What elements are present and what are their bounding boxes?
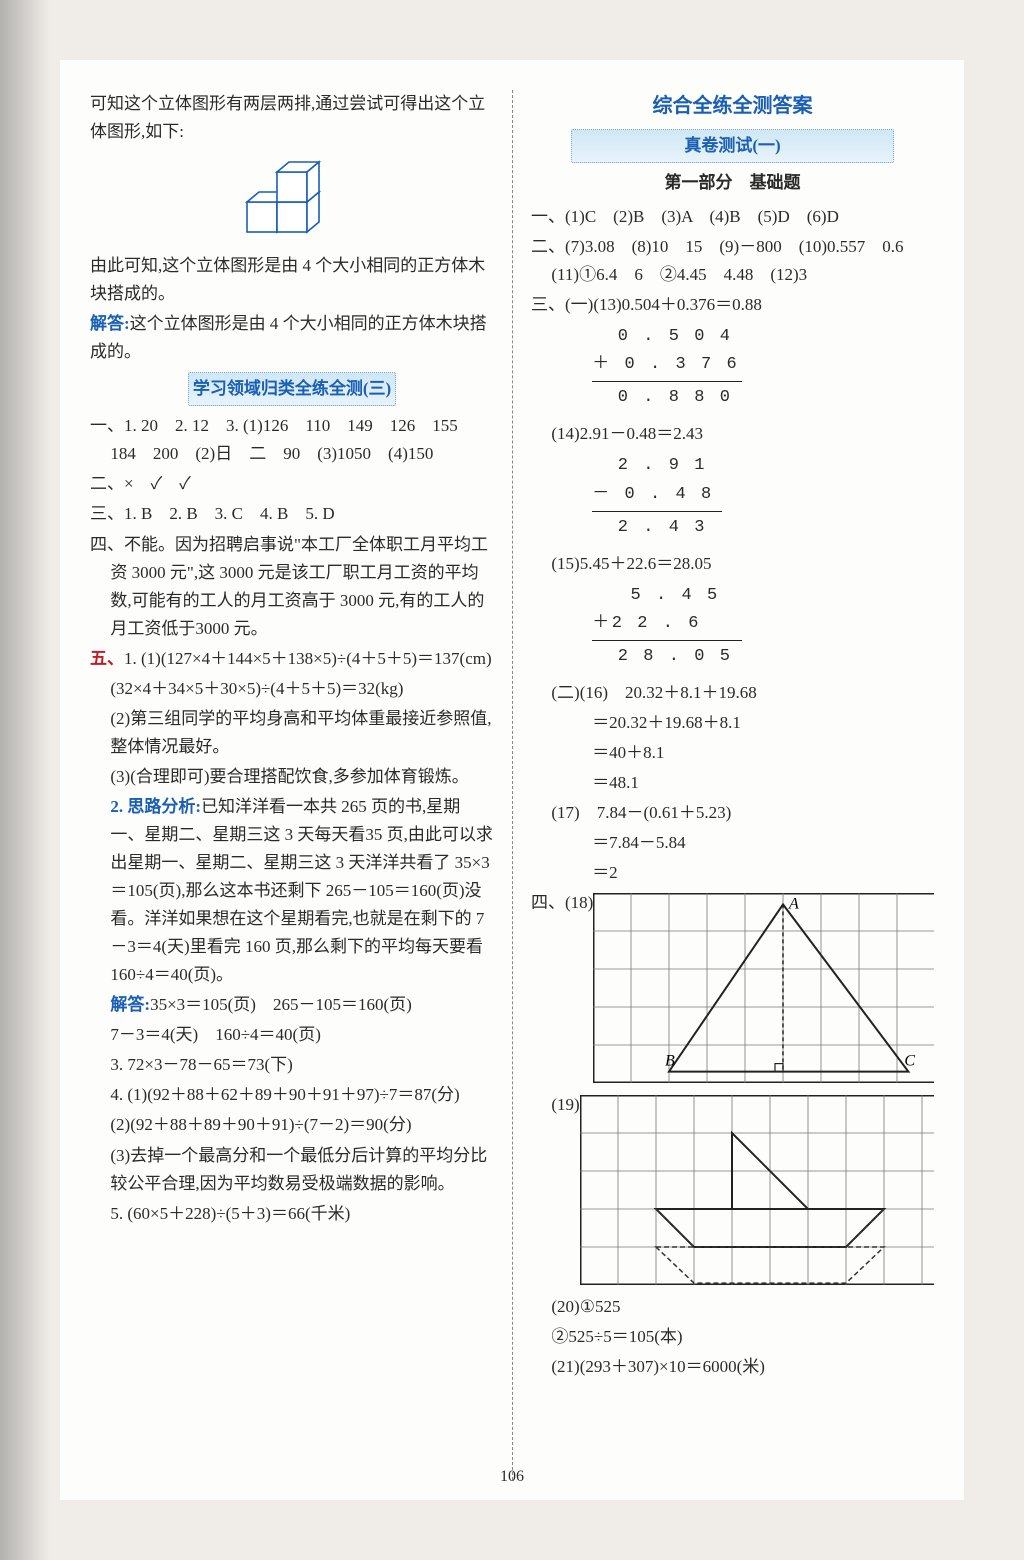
- calc-14: 2 . 9 1 － 0 . 4 8 2 . 4 3: [531, 452, 934, 541]
- analysis-text: 已知洋洋看一本共 265 页的书,星期一、星期二、星期三这 3 天每天看35 页…: [110, 797, 493, 984]
- q5f-a: 35×3＝105(页) 265－105＝160(页): [150, 995, 412, 1014]
- q5a: 五、1. (1)(127×4＋144×5＋138×5)÷(4＋5＋5)＝137(…: [90, 645, 494, 673]
- q5e: 2. 思路分析:已知洋洋看一本共 265 页的书,星期一、星期二、星期三这 3 …: [90, 793, 494, 989]
- q5g: 3. 72×3－78－65＝73(下): [90, 1051, 494, 1079]
- r-q3d1: (二)(16) 20.32＋8.1＋19.68: [531, 679, 934, 707]
- page: 可知这个立体图形有两层两排,通过尝试可得出这个立体图形,如下: 由此可知,这个立…: [60, 60, 964, 1500]
- main-title: 综合全练全测答案: [531, 90, 934, 123]
- q5f: 解答:35×3＝105(页) 265－105＝160(页): [90, 991, 494, 1019]
- r-q3d2: ＝20.32＋19.68＋8.1: [531, 709, 934, 737]
- q4: 四、不能。因为招聘启事说"本工厂全体职工月平均工资 3000 元",这 3000…: [90, 531, 494, 643]
- q19-label: (19): [531, 1091, 580, 1119]
- q2: 二、× ✓ ✓: [90, 470, 494, 498]
- analysis-label: 2. 思路分析:: [110, 797, 201, 816]
- intro-text-2: 由此可知,这个立体图形是由 4 个大小相同的正方体木块搭成的。: [90, 252, 494, 308]
- calc-13-l1: 0 . 5 0 4: [592, 323, 934, 351]
- q18-label: 四、(18): [531, 889, 593, 917]
- q5h: 4. (1)(92＋88＋62＋89＋90＋91＋97)÷7＝87(分): [90, 1081, 494, 1109]
- section-banner-right: 真卷测试(一): [571, 129, 893, 163]
- page-number: 106: [60, 1464, 964, 1490]
- calc-13-l2: ＋ 0 . 3 7 6: [592, 351, 934, 379]
- q19-row: (19): [531, 1091, 934, 1293]
- calc-15-l3: 2 8 . 0 5: [592, 643, 934, 671]
- q3: 三、1. B 2. B 3. C 4. B 5. D: [90, 500, 494, 528]
- q5c: (2)第三组同学的平均身高和平均体重最接近参照值,整体情况最好。: [90, 705, 494, 761]
- svg-text:C: C: [905, 1053, 916, 1070]
- r-q3b: (14)2.91－0.48＝2.43: [531, 420, 934, 448]
- r-q3a: 三、(一)(13)0.504＋0.376＝0.88: [531, 291, 934, 319]
- r-q3d4: ＝48.1: [531, 769, 934, 797]
- cube-figure: [227, 152, 357, 242]
- r-q3e2: ＝7.84－5.84: [531, 829, 934, 857]
- r-q3e1: (17) 7.84－(0.61＋5.23): [531, 799, 934, 827]
- calc-13: 0 . 5 0 4 ＋ 0 . 3 7 6 0 . 8 8 0: [531, 323, 934, 412]
- q5b: (32×4＋34×5＋30×5)÷(4＋5＋5)＝32(kg): [90, 675, 494, 703]
- intro-text-1: 可知这个立体图形有两层两排,通过尝试可得出这个立体图形,如下:: [90, 90, 494, 146]
- answer-1: 解答:这个立体图形是由 4 个大小相同的正方体木块搭成的。: [90, 310, 494, 366]
- q5f-b: 7－3＝4(天) 160÷4＝40(页): [90, 1021, 494, 1049]
- boat-figure: [580, 1095, 934, 1285]
- calc-15: 5 . 4 5 ＋2 2 . 6 2 8 . 0 5: [531, 582, 934, 671]
- q1: 一、1. 20 2. 12 3. (1)126 110 149 126 155 …: [90, 412, 494, 468]
- calc-13-rule: [592, 381, 742, 382]
- answer-label: 解答:: [90, 314, 130, 333]
- r-q1: 一、(1)C (2)B (3)A (4)B (5)D (6)D: [531, 203, 934, 231]
- solve-label: 解答:: [110, 995, 150, 1014]
- r-q20b: ②525÷5＝105(本): [531, 1323, 934, 1351]
- r-q3e3: ＝2: [531, 859, 934, 887]
- calc-14-rule: [592, 511, 722, 512]
- q18-row: 四、(18) A B C: [531, 889, 934, 1091]
- calc-15-rule: [592, 640, 742, 641]
- r-q3c: (15)5.45＋22.6＝28.05: [531, 550, 934, 578]
- calc-15-l1: 5 . 4 5: [592, 582, 934, 610]
- r-q20a: (20)①525: [531, 1293, 934, 1321]
- calc-15-l2: ＋2 2 . 6: [592, 610, 934, 638]
- r-q2: 二、(7)3.08 (8)10 15 (9)－800 (10)0.557 0.6…: [531, 233, 934, 289]
- q5j: (3)去掉一个最高分和一个最低分后计算的平均分比较公平合理,因为平均数易受极端数…: [90, 1142, 494, 1198]
- r-q3d3: ＝40＋8.1: [531, 739, 934, 767]
- r-q21: (21)(293＋307)×10＝6000(米): [531, 1353, 934, 1381]
- q5i: (2)(92＋88＋89＋90＋91)÷(7－2)＝90(分): [90, 1111, 494, 1139]
- svg-text:A: A: [788, 896, 799, 913]
- right-column: 综合全练全测答案 真卷测试(一) 第一部分 基础题 一、(1)C (2)B (3…: [512, 90, 944, 1480]
- calc-14-l1: 2 . 9 1: [592, 452, 934, 480]
- calc-13-l3: 0 . 8 8 0: [592, 384, 934, 412]
- q5d: (3)(合理即可)要合理搭配饮食,多参加体育锻炼。: [90, 763, 494, 791]
- calc-14-l3: 2 . 4 3: [592, 514, 934, 542]
- q5k: 5. (60×5＋228)÷(5＋3)＝66(千米): [90, 1200, 494, 1228]
- triangle-figure: A B C: [593, 893, 934, 1083]
- section-banner-left: 学习领域归类全练全测(三): [188, 372, 396, 406]
- svg-text:B: B: [665, 1053, 675, 1070]
- answer-text: 这个立体图形是由 4 个大小相同的正方体木块搭成的。: [90, 314, 487, 361]
- calc-14-l2: － 0 . 4 8: [592, 481, 934, 509]
- left-column: 可知这个立体图形有两层两排,通过尝试可得出这个立体图形,如下: 由此可知,这个立…: [80, 90, 512, 1480]
- subtitle: 第一部分 基础题: [531, 169, 934, 197]
